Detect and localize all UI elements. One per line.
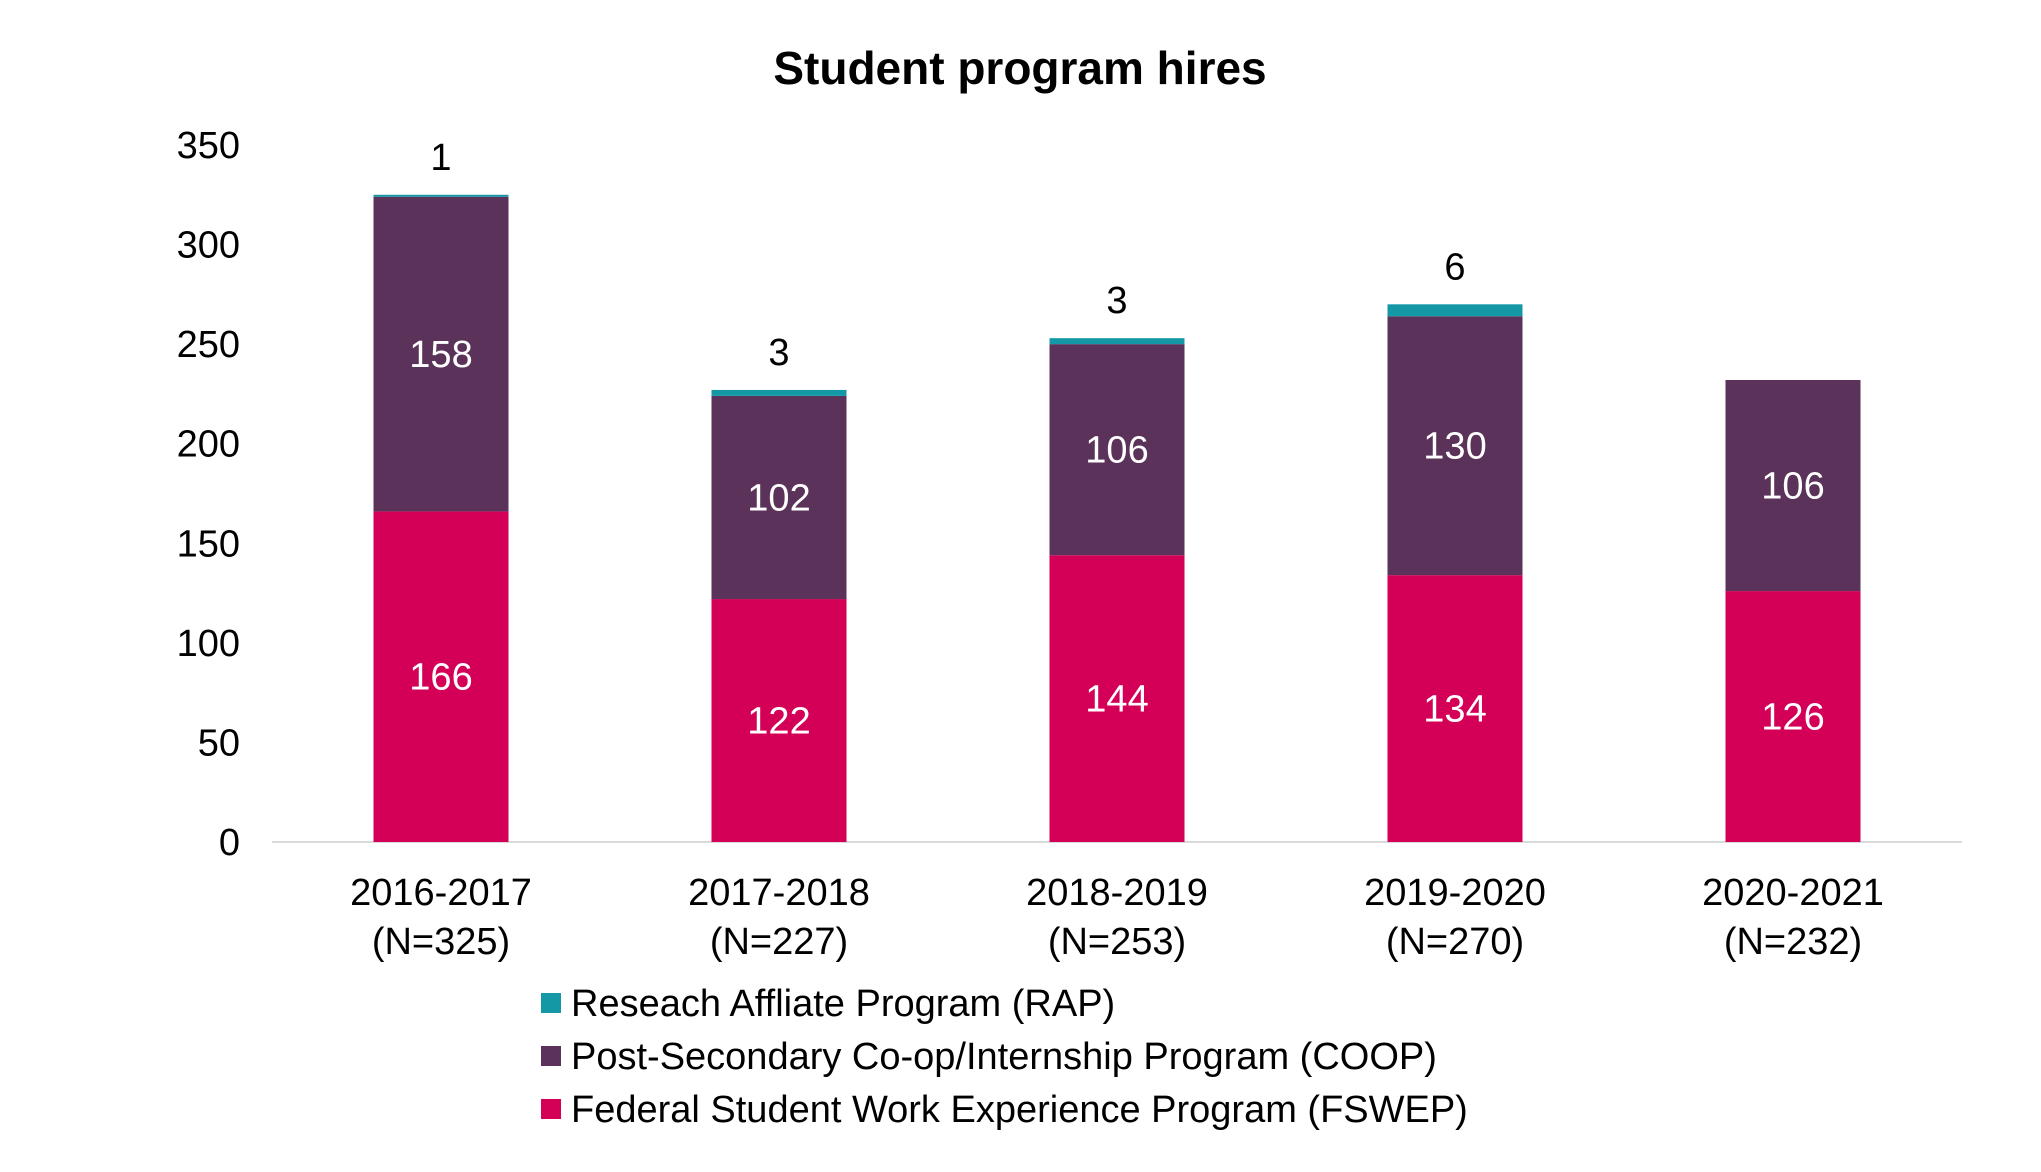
bar-group: 134 130 6 [1387, 246, 1523, 842]
y-tick-label: 0 [219, 822, 240, 864]
legend-label: Post-Secondary Co-op/Internship Program … [571, 1036, 1437, 1078]
x-tick-label: 2017-2018 [688, 872, 870, 914]
data-label: 144 [1085, 679, 1148, 721]
y-axis: 0 50 100 150 200 250 300 350 [177, 125, 240, 864]
data-label: 1 [430, 137, 451, 179]
y-tick-label: 150 [177, 523, 240, 565]
legend: Reseach Affliate Program (RAP) Post-Secon… [541, 983, 1468, 1131]
legend-swatch [541, 993, 561, 1013]
bar-group: 144 106 3 [1049, 280, 1185, 842]
data-label: 3 [1106, 280, 1127, 322]
data-label: 122 [747, 701, 810, 743]
bar-segment [1387, 304, 1523, 317]
bar-group: 166 158 1 [373, 137, 509, 842]
x-tick-count-label: (N=270) [1386, 921, 1524, 963]
bar-segment [711, 389, 847, 396]
data-label: 106 [1085, 430, 1148, 472]
bar-segment [1049, 338, 1185, 345]
bar-segment [1049, 555, 1185, 842]
data-label: 134 [1423, 689, 1486, 731]
data-label: 3 [768, 332, 789, 374]
bar-segment [711, 395, 847, 600]
y-tick-label: 50 [198, 722, 240, 764]
x-tick-count-label: (N=232) [1724, 921, 1862, 963]
chart-title: Student program hires [773, 42, 1266, 94]
data-label: 166 [409, 657, 472, 699]
data-label: 130 [1423, 426, 1486, 468]
y-tick-label: 250 [177, 324, 240, 366]
data-label: 106 [1761, 466, 1824, 508]
data-label: 126 [1761, 697, 1824, 739]
bar-segment [1725, 379, 1861, 592]
x-tick-label: 2019-2020 [1364, 872, 1546, 914]
legend-swatch [541, 1046, 561, 1066]
legend-item: Post-Secondary Co-op/Internship Program … [541, 1036, 1437, 1078]
legend-item: Reseach Affliate Program (RAP) [541, 983, 1115, 1025]
y-tick-label: 300 [177, 225, 240, 267]
legend-swatch [541, 1099, 561, 1119]
bar-segment [1049, 344, 1185, 556]
legend-item: Federal Student Work Experience Program … [541, 1089, 1468, 1131]
x-axis: 2016-2017 (N=325) 2017-2018 (N=227) 2018-201… [272, 841, 1962, 963]
legend-label: Reseach Affliate Program (RAP) [571, 983, 1115, 1025]
y-tick-label: 200 [177, 424, 240, 466]
x-tick-label: 2016-2017 [350, 872, 532, 914]
x-tick-count-label: (N=227) [710, 921, 848, 963]
bar-segment [373, 194, 509, 197]
bar-segment [1387, 575, 1523, 842]
bars: 166 158 1 122 102 3 144 106 3 134 130 6 126 106 [373, 137, 1861, 842]
x-tick-count-label: (N=325) [372, 921, 510, 963]
bar-group: 122 102 3 [711, 332, 847, 842]
y-tick-label: 100 [177, 623, 240, 665]
data-label: 158 [409, 334, 472, 376]
x-tick-label: 2020-2021 [1702, 872, 1884, 914]
bar-segment [711, 599, 847, 842]
x-tick-label: 2018-2019 [1026, 872, 1208, 914]
bar-segment [373, 511, 509, 842]
data-label: 102 [747, 477, 810, 519]
bar-group: 126 106 [1725, 379, 1861, 842]
y-tick-label: 350 [177, 125, 240, 167]
bar-segment [1387, 316, 1523, 576]
bar-segment [1725, 591, 1861, 842]
legend-label: Federal Student Work Experience Program … [571, 1089, 1468, 1131]
x-tick-count-label: (N=253) [1048, 921, 1186, 963]
data-label: 6 [1444, 246, 1465, 288]
bar-segment [373, 196, 509, 512]
